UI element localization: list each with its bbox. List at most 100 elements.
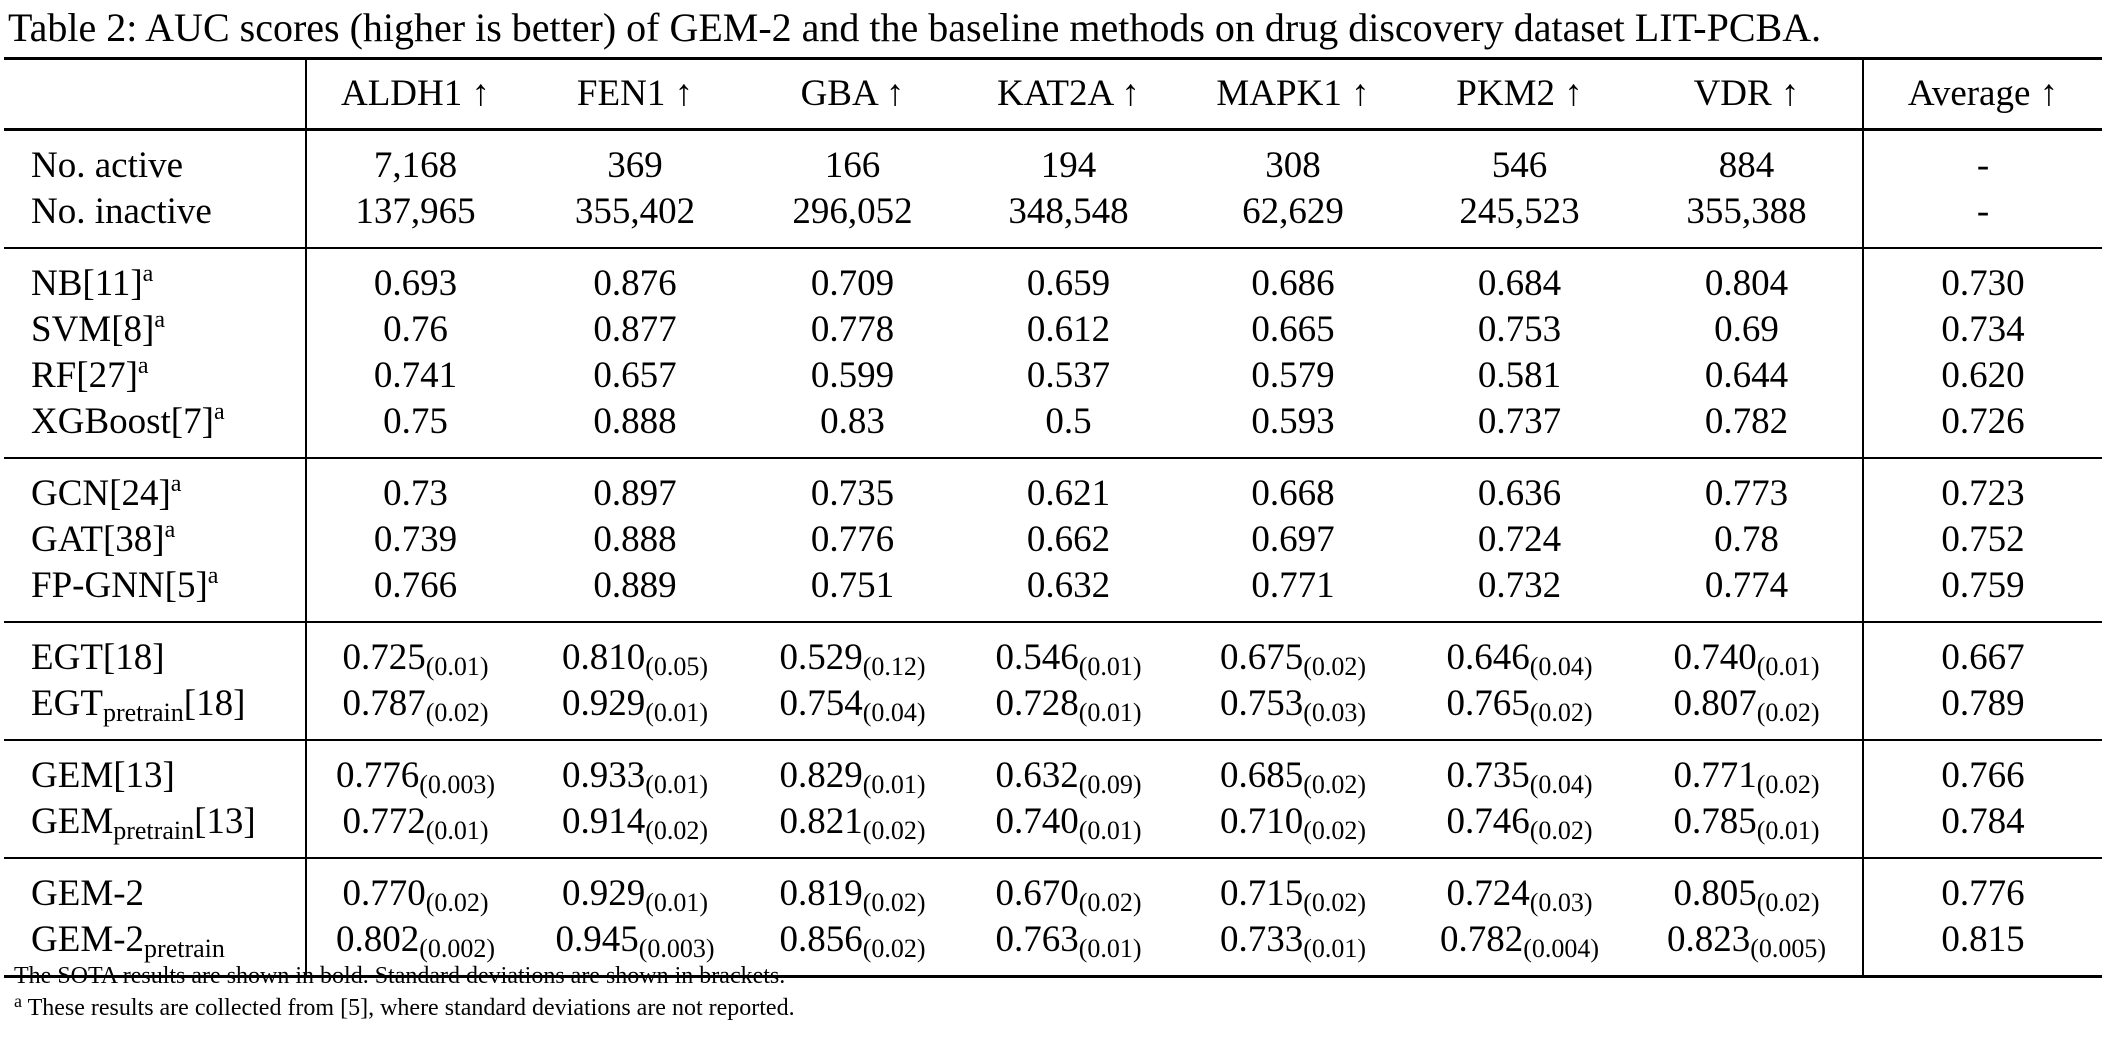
std-dev: (0.02) xyxy=(1756,698,1820,727)
table-cell: 0.740(0.01) xyxy=(995,801,1142,845)
footnote-mark: a xyxy=(14,991,22,1011)
table-cell: 0.735(0.04) xyxy=(1408,739,1631,799)
footnote-mark: a xyxy=(170,471,182,497)
table-cell: 0.766 xyxy=(305,563,524,622)
table-cell: 546 xyxy=(1408,128,1631,189)
std-dev: (0.01) xyxy=(425,652,489,681)
std-dev: (0.01) xyxy=(1078,816,1142,845)
row-label: GAT[38]a xyxy=(31,517,176,560)
footnote-mark: a xyxy=(154,307,165,333)
table-cell: 0.771(0.02) xyxy=(1631,739,1864,799)
row-label: SVM[8]a xyxy=(31,307,165,350)
std-dev: (0.003) xyxy=(419,770,496,799)
table-cell: 0.774 xyxy=(1631,563,1864,622)
footnote-mark: a xyxy=(213,399,225,425)
table-cell: 0.888 xyxy=(593,519,677,560)
column-header: KAT2A ↑ xyxy=(959,57,1178,130)
table-cell: 0.897 xyxy=(524,457,746,517)
table-cell: 0.78 xyxy=(1631,517,1864,563)
average-cell: - xyxy=(1976,191,1990,232)
table-cell: 0.599 xyxy=(810,355,895,396)
table-cell: 0.621 xyxy=(959,457,1178,517)
row-label: GEMpretrain[13] xyxy=(31,801,256,845)
std-dev: (0.02) xyxy=(1303,888,1367,917)
std-dev: (0.02) xyxy=(862,816,926,845)
table-cell: 369 xyxy=(524,128,746,189)
table-cell: 0.802(0.002) xyxy=(305,917,524,978)
table-cell: 0.765(0.02) xyxy=(1446,683,1593,727)
std-dev: (0.03) xyxy=(1303,698,1367,727)
row-label: EGT[18] xyxy=(4,621,306,681)
table-cell: 0.819(0.02) xyxy=(746,857,959,917)
std-dev: (0.02) xyxy=(1756,888,1820,917)
table-cell: 0.710(0.02) xyxy=(1219,801,1367,845)
column-header: ALDH1 ↑ xyxy=(305,57,524,130)
table-row: GAT[38]a 0.739 0.888 0.776 0.662 0.697 0.724 0.… xyxy=(4,517,2102,563)
table-cell: 0.668 xyxy=(1178,457,1408,517)
std-dev: (0.02) xyxy=(1529,698,1593,727)
table-cell: 245,523 xyxy=(1459,191,1580,232)
std-dev: (0.02) xyxy=(1303,652,1367,681)
std-dev: (0.09) xyxy=(1078,770,1142,799)
std-dev: (0.02) xyxy=(1303,816,1367,845)
table-cell: 0.735 xyxy=(746,457,959,517)
table-row: SVM[8]a 0.76 0.877 0.778 0.612 0.665 0.753 0.69… xyxy=(4,307,2102,353)
average-cell: 0.726 xyxy=(1941,401,2025,442)
table-cell: 0.725(0.01) xyxy=(305,621,524,681)
table-cell: 0.810(0.05) xyxy=(524,621,746,681)
average-cell: 0.734 xyxy=(1941,309,2025,350)
table-cell: 0.593 xyxy=(1251,401,1335,442)
std-dev: (0.02) xyxy=(862,934,926,963)
table-cell: 0.770(0.02) xyxy=(305,857,524,917)
std-dev: (0.03) xyxy=(1529,888,1593,917)
average-cell: 0.620 xyxy=(1941,355,2025,396)
table-cell: 0.724(0.03) xyxy=(1408,857,1631,917)
std-dev: (0.004) xyxy=(1523,934,1600,963)
table-cell: 0.581 xyxy=(1477,355,1562,396)
std-dev: (0.01) xyxy=(1756,816,1820,845)
footnote-mark: a xyxy=(207,563,219,589)
average-cell: 0.759 xyxy=(1941,565,2025,606)
table-cell: 0.740(0.01) xyxy=(1631,621,1864,681)
column-header: MAPK1 ↑ xyxy=(1178,57,1408,130)
footnote: The SOTA results are shown in bold. Stan… xyxy=(14,963,786,989)
table-cell: 0.751 xyxy=(810,565,895,606)
table-cell: 0.75 xyxy=(305,399,524,458)
row-label: GEM-2pretrain xyxy=(4,917,306,978)
table-cell: 0.724 xyxy=(1477,519,1562,560)
table-cell: 166 xyxy=(746,128,959,189)
table-cell: 0.741 xyxy=(305,353,524,399)
row-label: No. inactive xyxy=(31,191,212,232)
table-cell: 0.746(0.02) xyxy=(1446,801,1593,845)
row-label: EGTpretrain[18] xyxy=(31,683,246,727)
table-cell: 0.753(0.03) xyxy=(1219,683,1367,727)
table-footnotes: The SOTA results are shown in bold. Stan… xyxy=(14,960,795,1024)
table-row: GEM[13] 0.776(0.003) 0.933(0.01) 0.829(0.01… xyxy=(4,739,2102,799)
table-cell: 0.537 xyxy=(1026,355,1111,396)
table-cell: 0.776 xyxy=(810,519,895,560)
table-row: NB[11]a 0.693 0.876 0.709 0.659 0.686 0.684 0.8… xyxy=(4,247,2102,307)
row-label: XGBoost[7]a xyxy=(31,399,225,442)
column-header: FEN1 ↑ xyxy=(524,57,746,130)
table-cell: 0.693 xyxy=(305,247,524,307)
std-dev: (0.01) xyxy=(862,770,926,799)
table-cell: 0.753 xyxy=(1477,309,1562,350)
std-dev: (0.04) xyxy=(1529,770,1593,799)
table-cell: 0.888 xyxy=(593,401,677,442)
std-dev: (0.01) xyxy=(645,770,709,799)
footnote: a These results are collected from [5], … xyxy=(14,991,795,1021)
table-cell: 0.876 xyxy=(524,247,746,307)
table-cell: 0.697 xyxy=(1251,519,1335,560)
std-dev: (0.005) xyxy=(1750,934,1827,963)
table-cell: 296,052 xyxy=(792,191,913,232)
table-cell: 0.785(0.01) xyxy=(1631,799,1864,858)
table-cell: 0.644 xyxy=(1631,353,1864,399)
table-cell: 0.632(0.09) xyxy=(959,739,1178,799)
table-cell: 0.732 xyxy=(1477,565,1562,606)
table-cell: 0.675(0.02) xyxy=(1178,621,1408,681)
table-cell: 0.685(0.02) xyxy=(1178,739,1408,799)
std-dev: (0.02) xyxy=(645,816,709,845)
table-cell: 0.5 xyxy=(1045,401,1092,442)
std-dev: (0.02) xyxy=(862,888,926,917)
